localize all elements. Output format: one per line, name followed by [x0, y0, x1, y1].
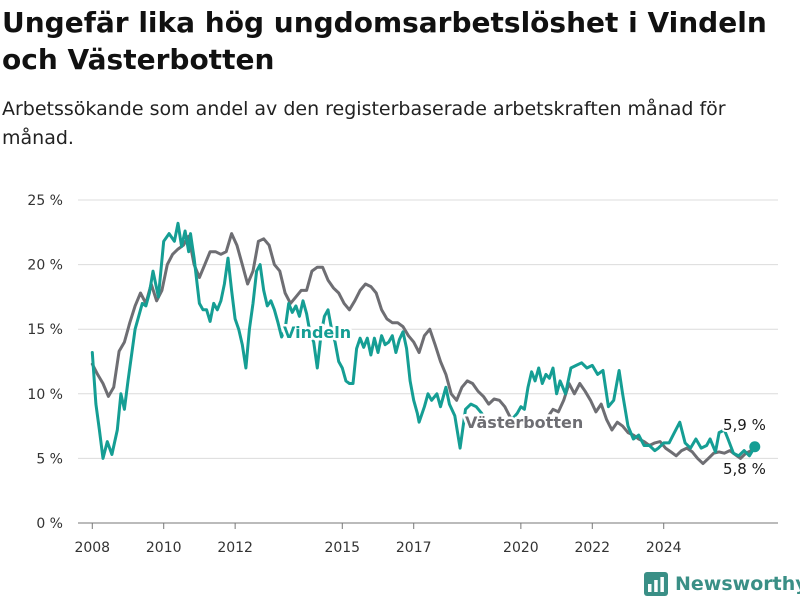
y-tick-label: 15 % [27, 322, 63, 338]
y-tick-label: 10 % [27, 387, 63, 403]
x-tick-label: 2012 [217, 540, 253, 556]
x-tick-label: 2024 [646, 540, 682, 556]
brand-name: Newsworthy [675, 573, 800, 595]
chart-subtitle: Arbetssökande som andel av den registerb… [2, 98, 726, 149]
end-label-vindeln: 5,9 % [723, 416, 766, 434]
x-tick-label: 2017 [396, 540, 432, 556]
chart-title: Ungefär lika hög ungdomsarbetslöshet i V… [2, 6, 767, 76]
bar-chart-logo-icon [644, 572, 668, 596]
x-tick-label: 2020 [503, 540, 539, 556]
series-line-vindeln [90, 221, 757, 460]
x-tick-label: 2022 [574, 540, 610, 556]
series-line-vasterbotten [90, 232, 757, 466]
end-label-vasterbotten: 5,8 % [723, 460, 766, 478]
series-label-vindeln: Vindeln [283, 323, 351, 342]
y-tick-label: 5 % [36, 451, 63, 467]
x-tick-label: 2008 [74, 540, 110, 556]
x-tick-label: 2010 [146, 540, 182, 556]
y-tick-label: 20 % [27, 258, 63, 274]
y-tick-label: 25 % [27, 193, 63, 209]
series-label-vasterbotten: Västerbotten [465, 413, 583, 432]
brand-logo: Newsworthy [644, 568, 800, 600]
end-point-vindeln [749, 441, 761, 453]
x-tick-label: 2015 [324, 540, 360, 556]
y-tick-label: 0 % [36, 516, 63, 532]
